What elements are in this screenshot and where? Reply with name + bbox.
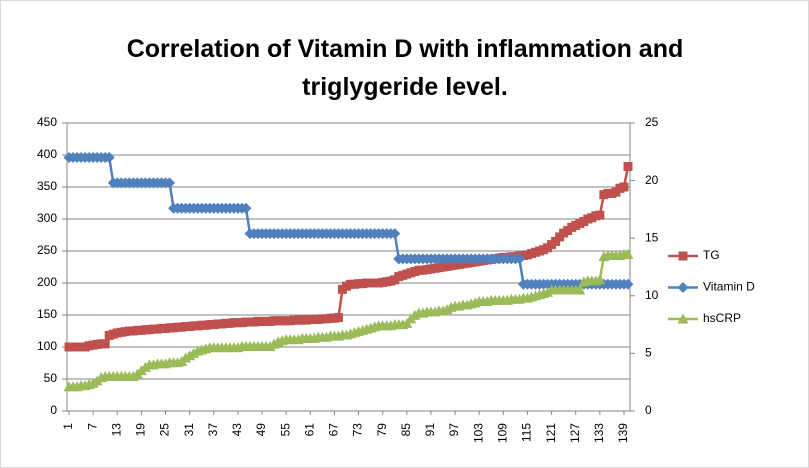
- x-tick-label: 121: [544, 423, 558, 443]
- marker: [594, 274, 606, 285]
- x-tick-label: 1: [61, 423, 75, 430]
- x-tick-label: 7: [85, 423, 99, 430]
- marker: [677, 313, 689, 324]
- marker: [389, 228, 401, 240]
- y2-tick-label: 25: [645, 115, 659, 129]
- marker: [333, 313, 343, 323]
- x-tick-label: 79: [375, 423, 389, 437]
- x-tick-label: 43: [230, 423, 244, 437]
- x-tick-label: 115: [520, 423, 534, 442]
- marker: [240, 202, 252, 214]
- x-tick-label: 37: [206, 423, 220, 437]
- y-tick-label: 0: [50, 403, 57, 417]
- marker: [619, 182, 629, 192]
- marker: [595, 210, 605, 220]
- y-tick-label: 250: [37, 243, 57, 257]
- x-tick-label: 103: [471, 423, 485, 443]
- y-tick-label: 300: [37, 211, 57, 225]
- marker: [622, 278, 634, 290]
- x-tick-label: 97: [447, 423, 461, 437]
- marker: [677, 282, 689, 293]
- marker: [623, 162, 633, 172]
- marker: [622, 248, 634, 259]
- marker: [103, 152, 115, 164]
- x-tick-label: 55: [278, 423, 292, 437]
- x-tick-label: 73: [351, 423, 365, 437]
- legend-label: Vitamin D: [703, 280, 755, 294]
- x-tick-label: 133: [592, 423, 606, 443]
- x-tick-label: 127: [568, 423, 582, 443]
- x-tick-label: 19: [134, 423, 148, 437]
- legend-label: TG: [703, 248, 720, 262]
- y-tick-label: 50: [44, 371, 58, 385]
- x-tick-label: 25: [158, 423, 172, 437]
- chart-title: Correlation of Vitamin D with inflammati…: [126, 35, 684, 101]
- x-tick-label: 139: [616, 423, 630, 443]
- y-tick-label: 100: [37, 339, 57, 353]
- x-tick-label: 85: [399, 423, 413, 437]
- x-tick-label: 49: [254, 423, 268, 437]
- y-tick-label: 400: [37, 147, 57, 161]
- marker: [513, 253, 525, 265]
- x-tick-label: 61: [302, 423, 316, 437]
- x-tick-label: 91: [423, 423, 437, 437]
- x-tick-label: 13: [109, 423, 123, 437]
- y2-tick-label: 10: [645, 288, 659, 302]
- x-tick-label: 109: [495, 423, 509, 443]
- y2-tick-label: 15: [645, 230, 659, 244]
- x-tick-label: 31: [182, 423, 196, 437]
- marker: [678, 251, 688, 261]
- y-tick-label: 350: [37, 179, 57, 193]
- y2-tick-label: 20: [645, 173, 659, 187]
- y-tick-label: 200: [37, 275, 57, 289]
- x-tick-label: 67: [327, 423, 341, 437]
- marker: [164, 177, 176, 189]
- marker: [100, 339, 110, 349]
- y2-tick-label: 0: [645, 403, 652, 417]
- y2-tick-label: 5: [645, 346, 652, 360]
- y-tick-label: 150: [37, 307, 57, 321]
- marker: [574, 284, 586, 295]
- y-tick-label: 450: [37, 115, 57, 129]
- legend-label: hsCRP: [703, 311, 741, 325]
